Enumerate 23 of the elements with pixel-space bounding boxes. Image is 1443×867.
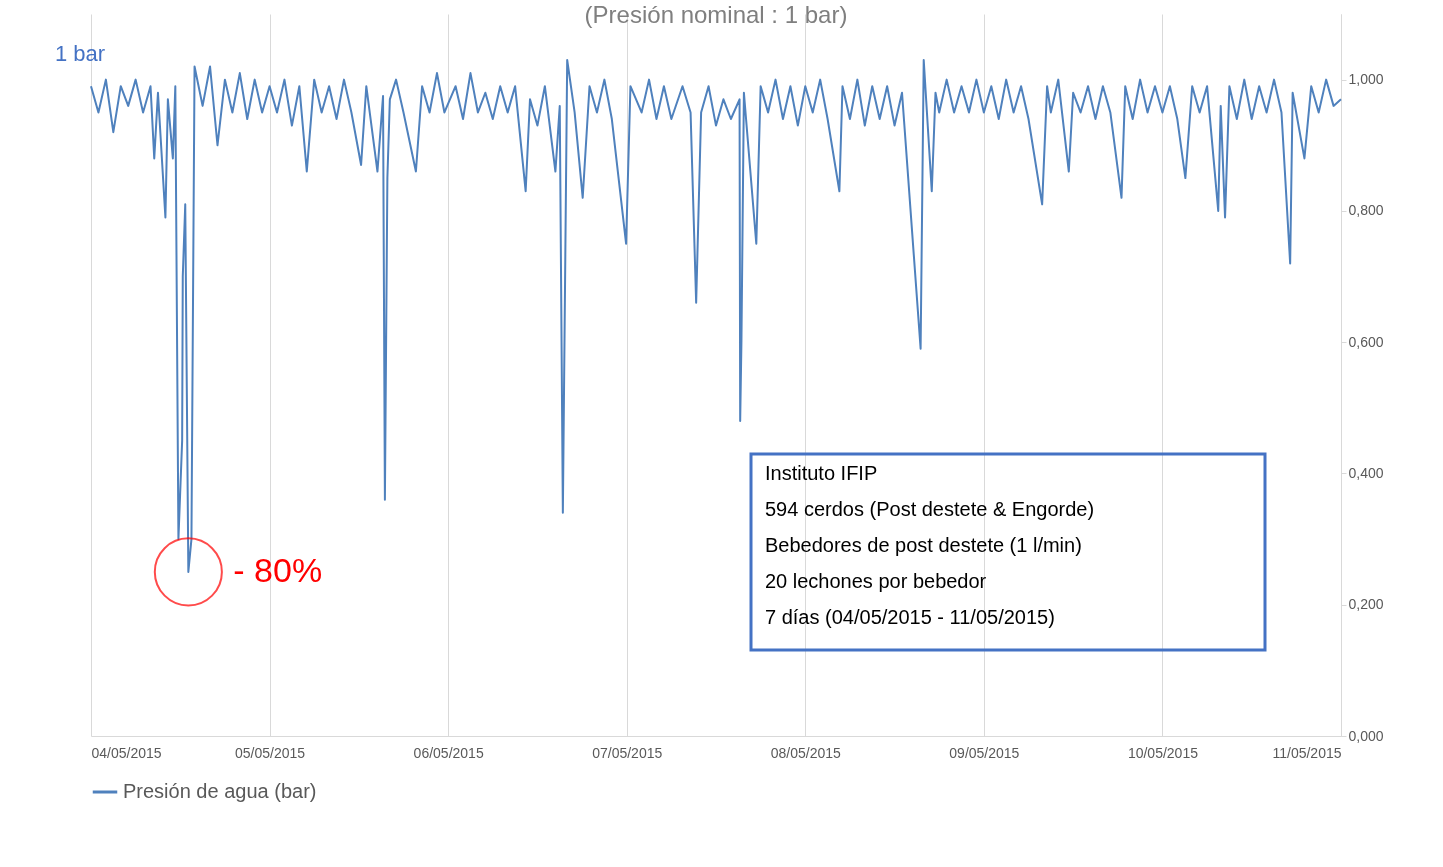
y-tick-label: 0,000: [1348, 727, 1384, 744]
chart-title: (Presión nominal : 1 bar): [584, 1, 848, 28]
annotation: - 80%: [233, 550, 323, 589]
x-tick-label: 11/05/2015: [1272, 744, 1342, 761]
x-tick-label: 10/05/2015: [1127, 744, 1199, 761]
y-tick-label: 0,800: [1348, 202, 1384, 219]
x-tick-label: 05/05/2015: [235, 744, 306, 761]
annotation: 1 bar: [55, 41, 106, 66]
x-tick-label: 08/05/2015: [770, 744, 842, 761]
legend-label: Presión de agua (bar): [123, 780, 317, 802]
annotation: 7 días (04/05/2015 - 11/05/2015): [765, 606, 1055, 628]
y-tick-label: 0,600: [1348, 333, 1384, 350]
annotation: Instituto IFIP: [765, 462, 878, 484]
annotation: 594 cerdos (Post destete & Engorde): [765, 498, 1095, 520]
y-tick-label: 0,400: [1348, 464, 1384, 481]
x-tick-label: 06/05/2015: [413, 744, 484, 761]
x-tick-label: 07/05/2015: [592, 744, 663, 761]
annotation: Bebedores de post destete (1 l/min): [765, 534, 1082, 556]
x-tick-label: 09/05/2015: [949, 744, 1020, 761]
annotation: 20 lechones por bebedor: [765, 570, 987, 592]
x-tick-label: 04/05/2015: [91, 744, 162, 761]
y-tick-label: 1,000: [1348, 71, 1384, 88]
y-tick-label: 0,200: [1348, 596, 1384, 613]
